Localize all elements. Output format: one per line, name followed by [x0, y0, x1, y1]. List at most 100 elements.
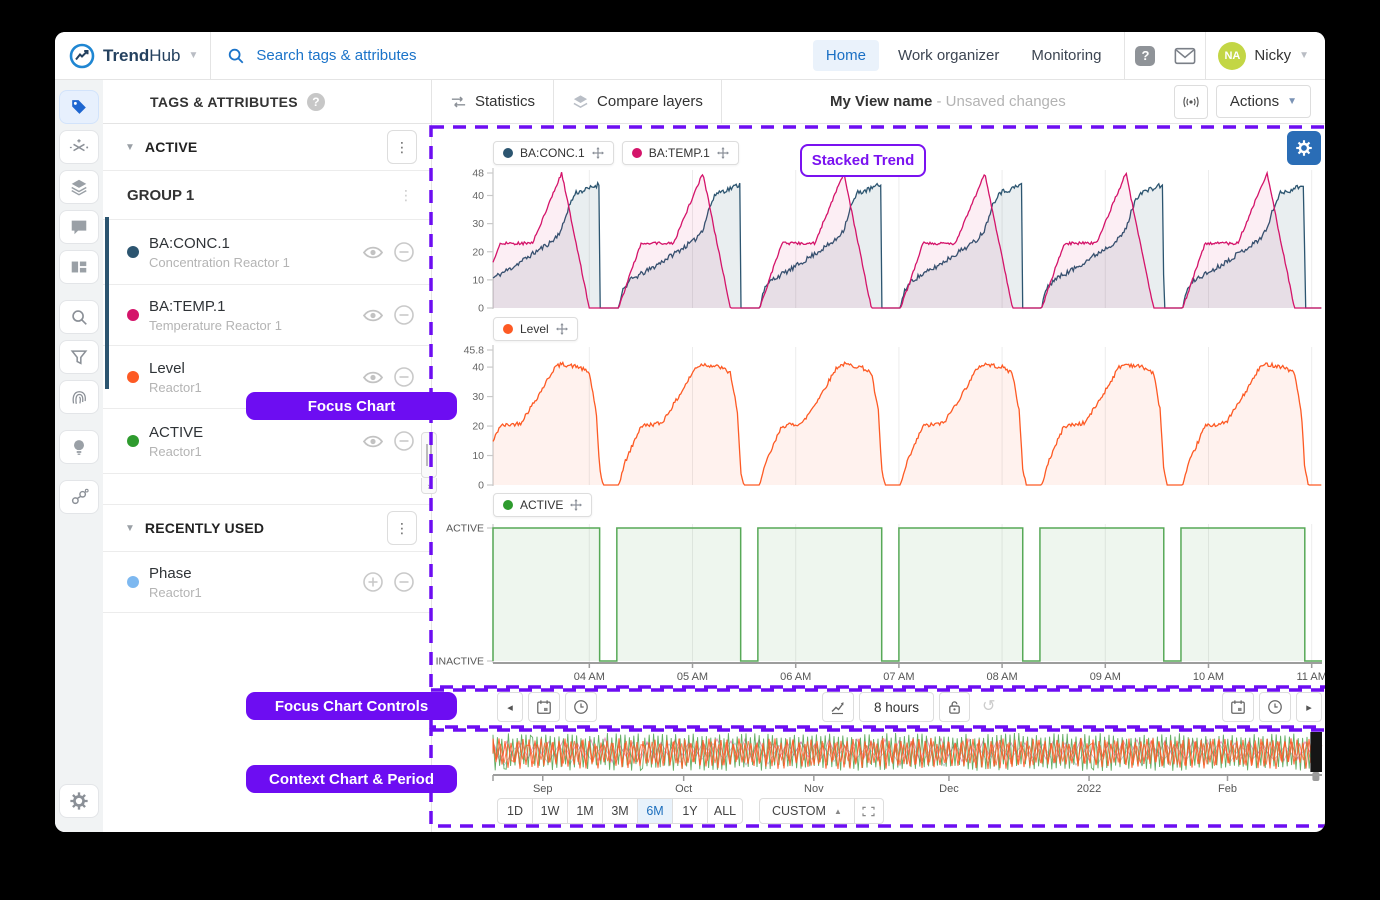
- focus-chart-pane-active-digital[interactable]: ACTIVE INACTIVE 04 AM 05 AM 06 AM 07 AM 08 AM 0…: [432, 518, 1325, 686]
- active-section-menu-button[interactable]: ⋮: [387, 130, 417, 164]
- rail-settings-button[interactable]: [59, 784, 99, 818]
- nav-home[interactable]: Home: [812, 40, 879, 71]
- tag-row-ba-conc-1[interactable]: BA:CONC.1 Concentration Reactor 1: [103, 220, 431, 285]
- context-chart[interactable]: Sep Oct Nov Dec 2022 Feb: [432, 730, 1325, 796]
- trend-scale-button[interactable]: [822, 692, 854, 722]
- svg-text:05 AM: 05 AM: [677, 671, 708, 683]
- legend-chip-level[interactable]: Level: [493, 317, 578, 341]
- rail-search-button[interactable]: [59, 300, 99, 334]
- period-1d-button[interactable]: 1D: [497, 798, 533, 824]
- dashboard-icon: [71, 261, 87, 273]
- tag-description: Temperature Reactor 1: [149, 317, 282, 333]
- custom-period-button[interactable]: CUSTOM ▲: [759, 798, 855, 824]
- active-section-header[interactable]: ▼ ACTIVE ⋮: [103, 124, 431, 171]
- rail-dashboard-button[interactable]: [59, 250, 99, 284]
- active-section-title: ACTIVE: [144, 139, 198, 155]
- lock-duration-button[interactable]: [939, 692, 971, 722]
- recently-used-title: RECENTLY USED: [144, 520, 265, 536]
- period-6m-button[interactable]: 6M: [637, 798, 673, 824]
- compare-layers-button[interactable]: Compare layers: [554, 80, 722, 123]
- remove-minus-icon[interactable]: [393, 430, 415, 452]
- search-input[interactable]: [254, 46, 539, 65]
- legend-chip-active[interactable]: ACTIVE: [493, 493, 593, 517]
- start-time-button[interactable]: [565, 692, 597, 722]
- tag-description: Concentration Reactor 1: [149, 254, 290, 270]
- rail-filter-button[interactable]: [59, 340, 99, 374]
- brand[interactable]: TrendHub ▼: [55, 43, 210, 69]
- live-broadcast-button[interactable]: [1173, 84, 1208, 119]
- collapse-chevron-icon[interactable]: ▼: [125, 522, 135, 534]
- nav-monitoring[interactable]: Monitoring: [1031, 47, 1102, 64]
- rail-layers-button[interactable]: [59, 170, 99, 204]
- move-icon[interactable]: [591, 147, 604, 159]
- view-title: My View name - Unsaved changes: [722, 93, 1174, 110]
- remove-minus-icon[interactable]: [393, 304, 415, 326]
- statistics-label: Statistics: [475, 93, 536, 110]
- nav-work-organizer[interactable]: Work organizer: [897, 47, 1000, 64]
- move-icon[interactable]: [570, 499, 583, 511]
- focus-chart-pane-concentration-temperature[interactable]: 48 40 30 20 10 0: [432, 166, 1325, 316]
- tag-row-ba-temp-1[interactable]: BA:TEMP.1 Temperature Reactor 1: [103, 285, 431, 346]
- move-icon[interactable]: [555, 323, 568, 335]
- user-caret-icon: ▼: [1299, 50, 1309, 61]
- end-date-button[interactable]: [1222, 692, 1254, 722]
- actions-button[interactable]: Actions ▼: [1215, 85, 1311, 118]
- rail-context-items-button[interactable]: [59, 480, 99, 514]
- series-color-dot: [127, 246, 139, 258]
- statistics-button[interactable]: Statistics: [432, 80, 555, 123]
- recently-used-menu-button[interactable]: ⋮: [387, 511, 417, 545]
- brand-caret-icon[interactable]: ▼: [188, 50, 199, 61]
- remove-minus-icon[interactable]: [393, 366, 415, 388]
- rail-fingerprint-button[interactable]: [59, 380, 99, 414]
- svg-text:0: 0: [478, 303, 484, 315]
- period-1y-button[interactable]: 1Y: [672, 798, 708, 824]
- panel-help-icon[interactable]: ?: [306, 92, 325, 111]
- group-menu-button[interactable]: ⋮: [399, 186, 413, 203]
- period-3m-button[interactable]: 3M: [602, 798, 638, 824]
- focus-chart-pane-level[interactable]: 45.8 40 30 20 10 0: [432, 342, 1325, 494]
- period-all-button[interactable]: ALL: [707, 798, 743, 824]
- collapse-arrow-icon[interactable]: ›: [421, 478, 437, 494]
- shift-back-button[interactable]: ◂: [497, 692, 523, 722]
- user-menu[interactable]: NA Nicky ▼: [1206, 41, 1325, 70]
- gear-icon: [1296, 140, 1312, 156]
- legend-label: BA:TEMP.1: [648, 146, 710, 160]
- group-header[interactable]: GROUP 1 ⋮: [103, 171, 431, 220]
- tag-row-active[interactable]: ACTIVE Reactor1: [103, 409, 431, 474]
- shift-forward-button[interactable]: ▸: [1296, 692, 1322, 722]
- start-date-button[interactable]: [528, 692, 560, 722]
- series-color-dot: [127, 371, 139, 383]
- period-1w-button[interactable]: 1W: [532, 798, 568, 824]
- panel-collapse-handle[interactable]: ›: [421, 432, 437, 494]
- rail-comments-button[interactable]: [59, 210, 99, 244]
- remove-minus-icon[interactable]: [393, 241, 415, 263]
- visibility-eye-icon[interactable]: [362, 434, 384, 449]
- rail-tags-button[interactable]: [59, 90, 99, 124]
- remove-minus-icon[interactable]: [393, 571, 415, 593]
- rail-recommendations-button[interactable]: [59, 430, 99, 464]
- messages-button[interactable]: [1165, 36, 1205, 76]
- visibility-eye-icon[interactable]: [362, 370, 384, 385]
- tag-row-phase[interactable]: Phase Reactor1: [103, 552, 431, 613]
- collapse-chevron-icon[interactable]: ▼: [125, 141, 135, 153]
- period-1m-button[interactable]: 1M: [567, 798, 603, 824]
- visibility-eye-icon[interactable]: [362, 245, 384, 260]
- end-time-button[interactable]: [1259, 692, 1291, 722]
- add-plus-icon[interactable]: [362, 571, 384, 593]
- select-range-button[interactable]: [854, 798, 884, 824]
- move-icon[interactable]: [716, 147, 729, 159]
- visibility-eye-icon[interactable]: [362, 308, 384, 323]
- rail-calculations-button[interactable]: [59, 130, 99, 164]
- chart-settings-button[interactable]: [1287, 131, 1321, 165]
- legend-chip-ba-conc-1[interactable]: BA:CONC.1: [493, 141, 614, 165]
- tag-icon: [72, 100, 86, 114]
- duration-display[interactable]: 8 hours: [859, 692, 935, 722]
- legend-chip-ba-temp-1[interactable]: BA:TEMP.1: [621, 141, 739, 165]
- help-button[interactable]: ?: [1125, 36, 1165, 76]
- chevron-left-icon: ◂: [507, 701, 513, 714]
- annotation-stacked-trend: Stacked Trend: [800, 144, 926, 177]
- custom-period-group: CUSTOM ▲: [759, 798, 884, 824]
- svg-text:10: 10: [472, 450, 484, 462]
- svg-text:10: 10: [472, 274, 484, 286]
- recently-used-section-header[interactable]: ▼ RECENTLY USED ⋮: [103, 505, 431, 552]
